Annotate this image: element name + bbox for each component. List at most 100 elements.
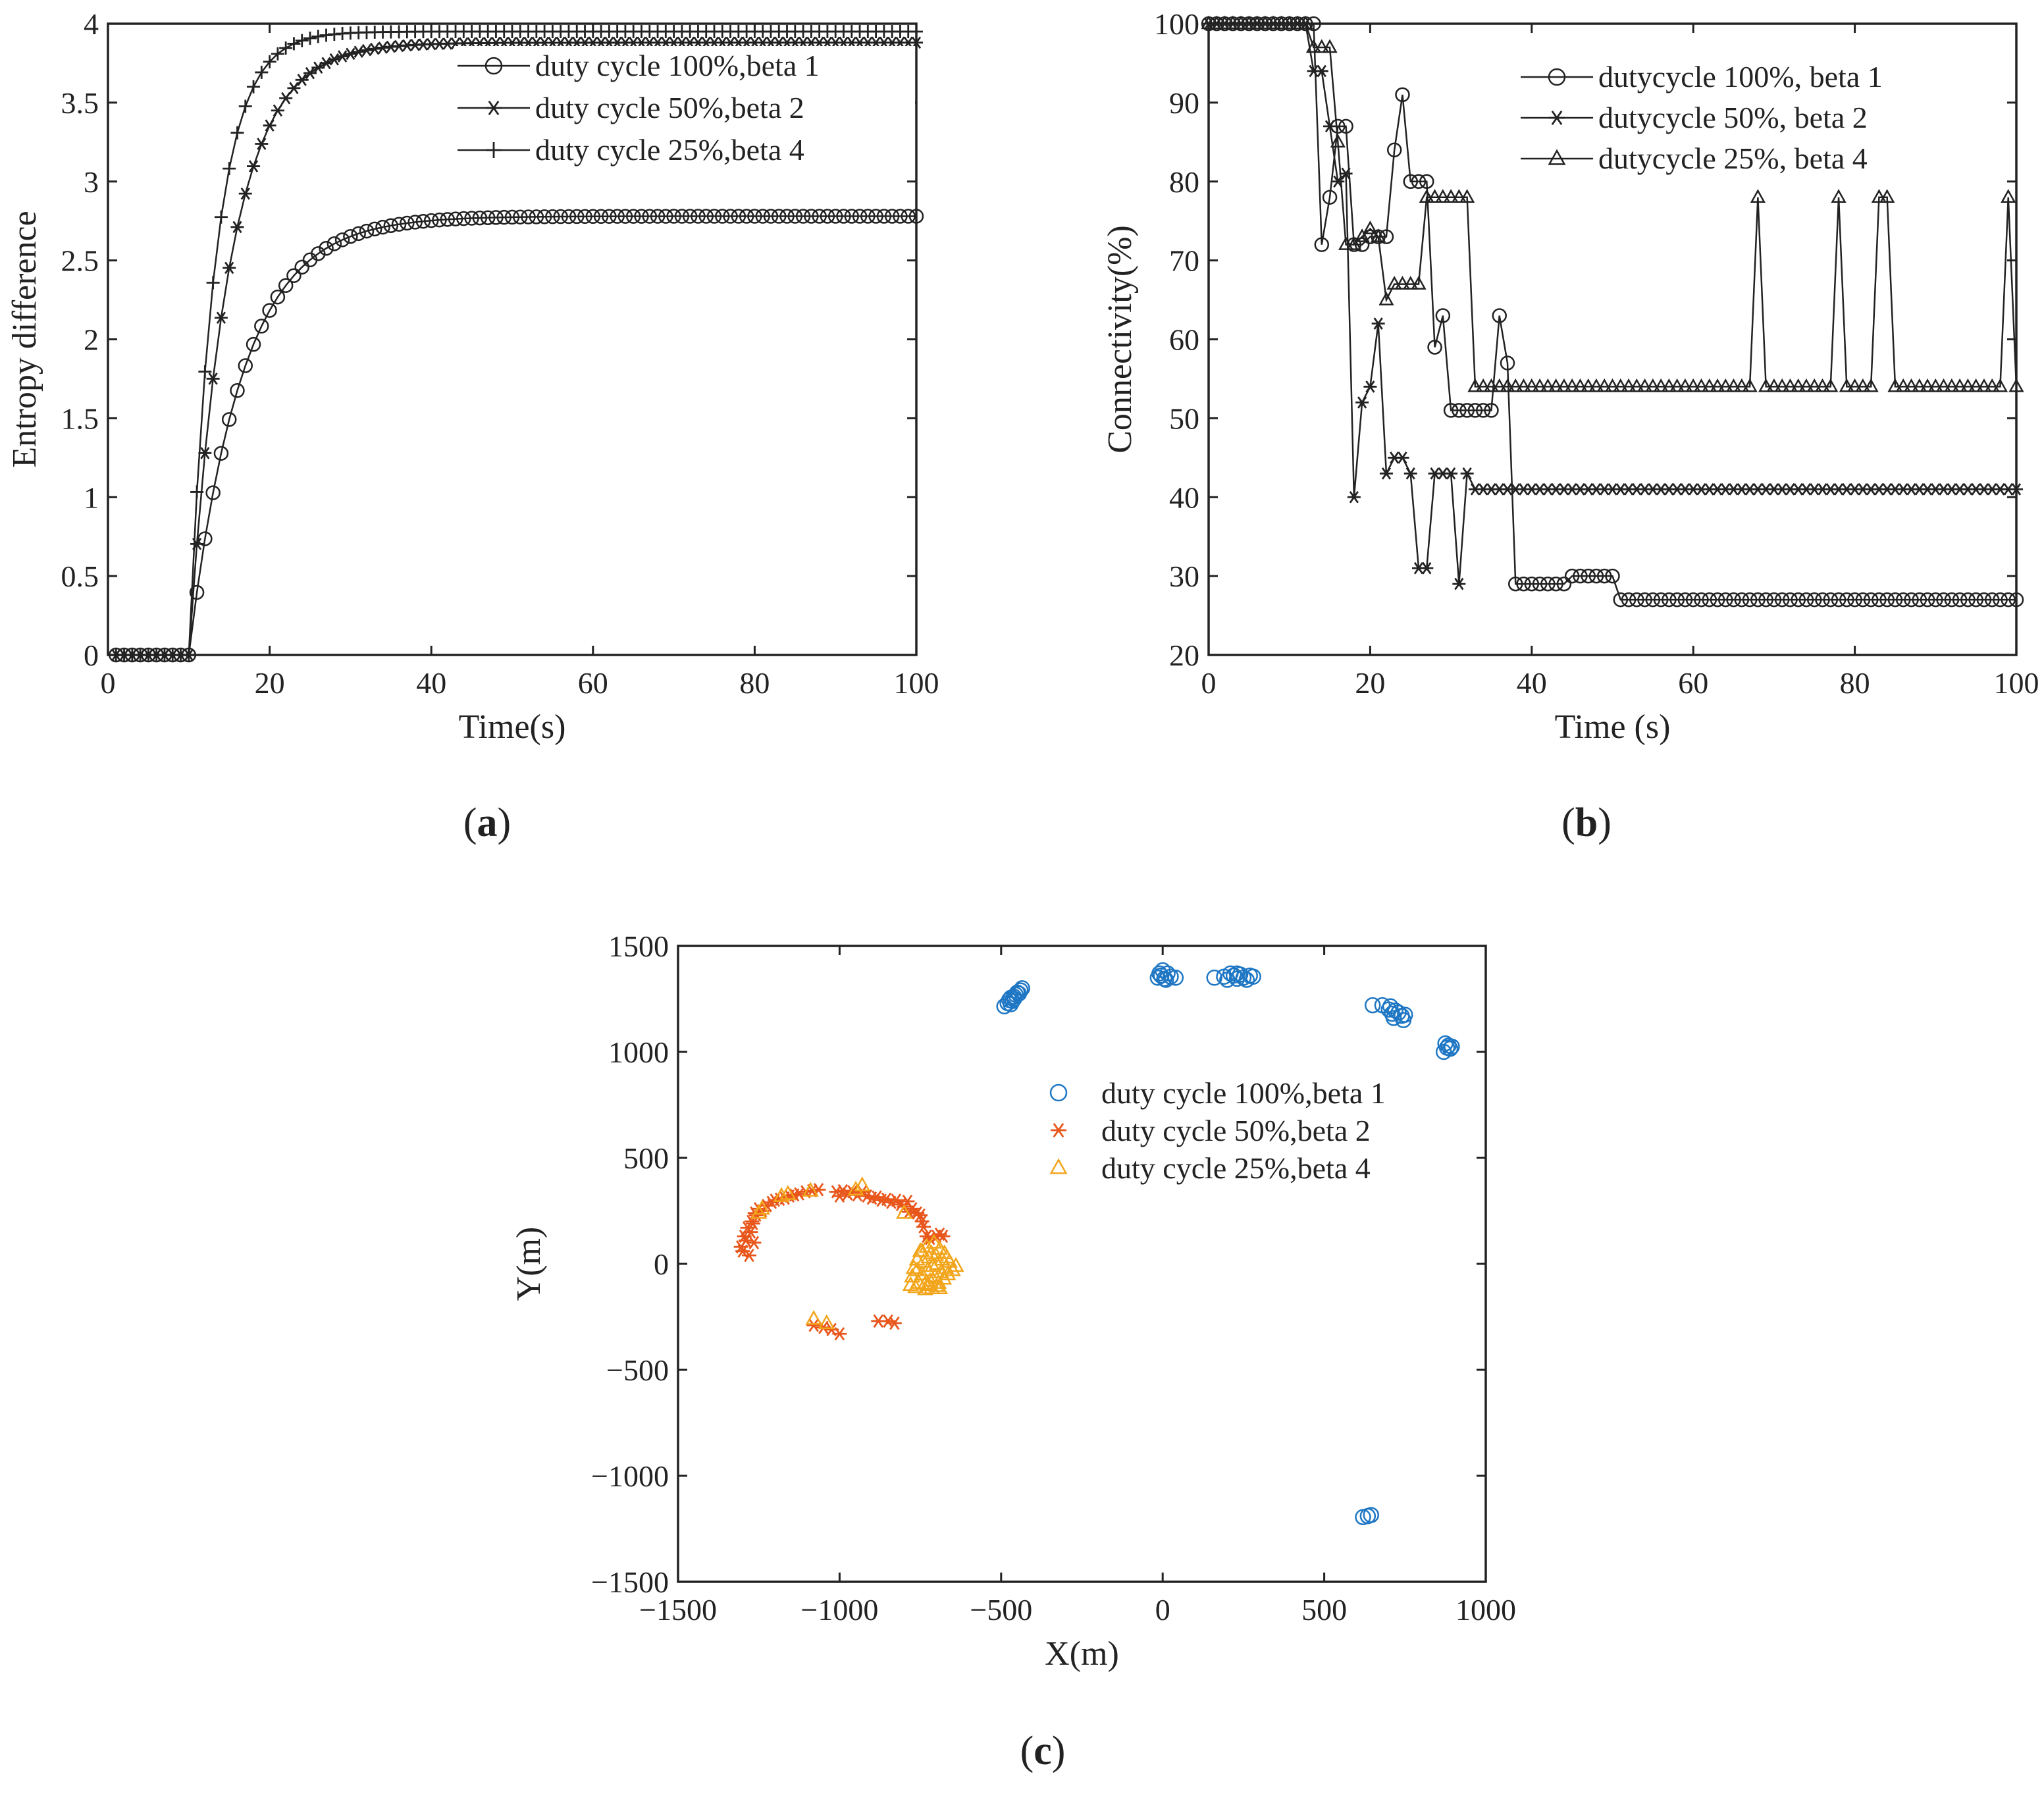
b-data-point [1839, 378, 1854, 392]
c-ytick-label: −1000 [591, 1459, 669, 1493]
panel-c-scatter-chart: −1500 −1000 −500 0 500 1000 −1500 −1000 −500 0 500… [510, 929, 1516, 1673]
c-data-point [939, 1265, 956, 1281]
c-ytick-label: −500 [606, 1353, 669, 1387]
c-data-point [869, 1190, 884, 1204]
b-data-point [1669, 592, 1685, 608]
a-data-point [391, 217, 407, 232]
b-ytick-label: 90 [1169, 86, 1199, 120]
b-data-point [1694, 592, 1709, 608]
a-data-point [787, 209, 803, 224]
a-data-point [359, 43, 373, 57]
c-data-point [1154, 962, 1171, 979]
b-data-point [1653, 592, 1669, 608]
b-data-point [1847, 378, 1863, 392]
b-data-point [1363, 380, 1377, 393]
b-data-point [1710, 378, 1725, 392]
b-ytick-label: 30 [1169, 560, 1199, 593]
b-ylabel: Connectivity(%) [1101, 225, 1139, 454]
b-data-point [1241, 15, 1257, 30]
a-data-point [319, 28, 333, 42]
a-legend-marker [486, 100, 502, 116]
a-data-point [182, 648, 196, 662]
b-data-point [1613, 592, 1629, 608]
b-data-point [1363, 229, 1378, 244]
c-xlabel: X(m) [1045, 1635, 1119, 1673]
a-data-point [286, 268, 301, 283]
a-data-point [537, 209, 552, 224]
b-data-point [1944, 378, 1960, 392]
b-data-point [1588, 378, 1604, 392]
c-data-point [920, 1276, 937, 1291]
b-data-point [1823, 378, 1839, 392]
b-data-point [1839, 592, 1854, 608]
c-data-point [741, 1248, 756, 1263]
b-data-point [1379, 467, 1393, 480]
c-data-point [832, 1327, 847, 1341]
b-data-point [1483, 378, 1500, 392]
b-xlabel: Time (s) [1555, 708, 1671, 746]
b-data-point [1386, 142, 1402, 158]
c-data-point [818, 1314, 835, 1330]
a-data-point [893, 209, 908, 224]
a-data-point [407, 215, 423, 230]
a-data-point [198, 365, 212, 378]
b-data-point [1734, 378, 1750, 392]
b-series-3 [1201, 15, 2024, 392]
c-xtick-label: −500 [970, 1593, 1032, 1627]
b-data-point [1621, 378, 1637, 392]
b-data-point [1798, 592, 1814, 608]
b-data-point [1758, 378, 1774, 392]
a-data-point [415, 213, 431, 229]
a-data-point [311, 246, 326, 261]
a-ylabel: Entropy difference [6, 211, 43, 467]
a-data-point [238, 358, 253, 373]
b-data-point [1233, 15, 1249, 30]
c-data-point [923, 1279, 940, 1294]
b-data-point [1936, 592, 1951, 608]
a-data-point [755, 209, 770, 224]
c-series-2 [733, 1183, 951, 1341]
a-data-point [868, 209, 883, 224]
a-data-point [472, 210, 488, 226]
b-data-point [1702, 592, 1717, 608]
b-data-point [1806, 378, 1822, 392]
b-data-point [1725, 378, 1742, 392]
b-data-point [1960, 378, 1976, 392]
b-data-point [1573, 568, 1588, 584]
a-data-point [344, 47, 357, 61]
b-data-point [1290, 15, 1305, 30]
b-data-point [1346, 236, 1362, 250]
b-data-point [2001, 189, 2016, 203]
a-data-point [400, 215, 415, 231]
a-xtick-label: 60 [578, 666, 608, 700]
a-data-point [456, 211, 471, 226]
a-ytick-label: 2 [84, 323, 99, 357]
a-legend-marker [486, 142, 502, 158]
b-data-point [1396, 452, 1409, 464]
panel-b-label: (b) [1561, 800, 1612, 845]
b-data-point [1807, 592, 1822, 608]
a-data-point [255, 138, 269, 150]
b-data-point [1323, 120, 1337, 133]
c-data-point [931, 1279, 949, 1294]
a-data-point [698, 209, 714, 224]
a-data-point [658, 209, 673, 224]
a-data-point [844, 209, 860, 224]
b-data-point [1297, 15, 1313, 30]
b-data-point [1443, 189, 1459, 203]
b-series-line [1209, 22, 2016, 601]
b-data-point [1201, 15, 1217, 30]
b-data-point [1912, 378, 1927, 392]
b-xtick-label: 100 [1994, 666, 2039, 700]
a-ytick-label: 1.5 [61, 402, 99, 435]
a-data-point [812, 209, 827, 224]
a-data-point [351, 226, 366, 242]
c-series-1 [996, 962, 1460, 1526]
b-data-point [1540, 378, 1556, 392]
a-data-point [206, 372, 220, 385]
a-data-point [496, 209, 511, 225]
b-data-point [1452, 403, 1467, 418]
b-data-point [1855, 378, 1871, 392]
b-data-point [1863, 592, 1879, 608]
b-data-point [1871, 189, 1887, 203]
